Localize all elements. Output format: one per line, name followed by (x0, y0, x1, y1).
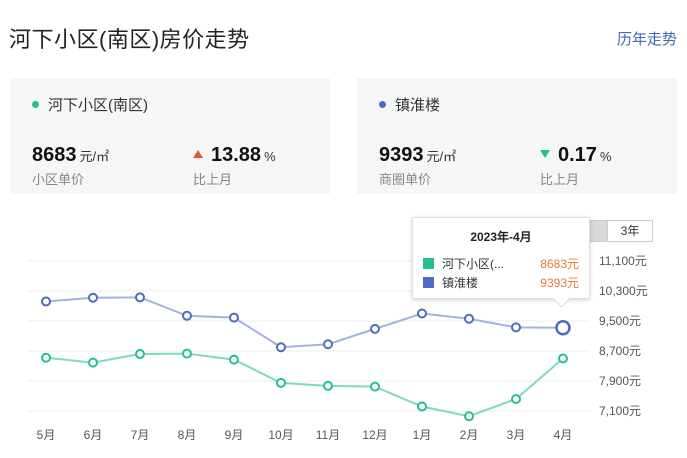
y-tick-label: 10,300元 (599, 284, 648, 298)
data-point (511, 394, 521, 404)
data-point (464, 411, 474, 422)
x-tick-label: 5月 (37, 428, 56, 442)
community-card: 河下小区(南区) 8683 元/㎡ 小区单价 13.88% 比上月 (10, 78, 330, 194)
x-tick-label: 12月 (362, 428, 387, 442)
community-price-stat: 8683 元/㎡ 小区单价 (32, 144, 109, 188)
community-change-stat: 13.88% 比上月 (193, 144, 276, 188)
data-point (323, 380, 333, 391)
x-tick-label: 8月 (178, 428, 197, 442)
data-point (88, 357, 98, 368)
x-tick-label: 6月 (84, 428, 103, 442)
series-line-0 (45, 352, 564, 418)
community-price-unit: 元/㎡ (79, 149, 110, 164)
tooltip-label-community: 河下小区(... (442, 257, 504, 271)
district-card: 镇淮楼 9393 元/㎡ 商圈单价 0.17% 比上月 (357, 78, 677, 194)
community-change-label: 比上月 (193, 172, 233, 187)
chart-tooltip: 2023年-4月 河下小区(... 8683元 镇淮楼 9393元 (412, 217, 590, 299)
y-tick-label: 8,700元 (599, 344, 641, 358)
series-line-1 (45, 296, 564, 349)
district-change: 0.17 (558, 144, 597, 166)
x-tick-label: 1月 (413, 428, 432, 442)
y-tick-label: 9,500元 (599, 314, 641, 328)
data-point (182, 348, 192, 359)
community-dot-icon (32, 101, 39, 108)
community-change-unit: % (264, 149, 276, 164)
tooltip-title: 2023年-4月 (470, 230, 532, 244)
data-point (370, 323, 380, 334)
x-tick-label: 9月 (225, 428, 244, 442)
tooltip-value-district: 9393元 (540, 276, 579, 290)
tooltip-value-community: 8683元 (540, 257, 579, 271)
tooltip-row-community: 河下小区(... 8683元 (423, 255, 579, 272)
up-arrow-icon (193, 150, 203, 158)
tooltip-row-district: 镇淮楼 9393元 (423, 274, 579, 291)
data-point (135, 292, 145, 303)
community-price: 8683 (32, 144, 77, 166)
y-tick-label: 7,900元 (599, 374, 641, 388)
data-point (229, 312, 239, 323)
data-point (555, 320, 571, 336)
y-tick-label: 11,100元 (599, 254, 647, 268)
data-point (276, 377, 286, 388)
x-tick-label: 7月 (131, 428, 150, 442)
x-tick-label: 4月 (554, 428, 573, 442)
district-change-unit: % (599, 149, 612, 164)
data-point (41, 296, 51, 307)
x-tick-label: 10月 (268, 428, 293, 442)
district-dot-icon (379, 101, 386, 108)
district-price-stat: 9393 元/㎡ 商圈单价 (379, 144, 456, 188)
x-tick-label: 2月 (460, 428, 479, 442)
district-card-header: 镇淮楼 (379, 94, 440, 115)
y-tick-label: 7,100元 (599, 404, 641, 418)
district-price-unit: 元/㎡ (426, 149, 457, 164)
community-name: 河下小区(南区) (48, 97, 148, 114)
tooltip-swatch-district (423, 277, 434, 288)
data-point (323, 339, 333, 350)
data-point (276, 342, 286, 353)
down-arrow-icon (540, 150, 550, 158)
tooltip-swatch-community (423, 258, 434, 269)
data-point (464, 313, 474, 324)
x-tick-label: 3月 (507, 428, 526, 442)
community-change: 13.88 (211, 144, 262, 166)
data-point (135, 349, 145, 359)
district-change-label: 比上月 (540, 172, 580, 187)
district-price-label: 商圈单价 (379, 172, 432, 187)
page-title: 河下小区(南区)房价走势 (9, 27, 250, 52)
district-name: 镇淮楼 (395, 97, 441, 114)
data-point (88, 292, 98, 303)
data-point (511, 322, 521, 333)
district-price: 9393 (379, 144, 424, 166)
data-point (370, 381, 380, 392)
data-point (417, 308, 427, 319)
data-point (417, 401, 427, 412)
history-trend-link[interactable]: 历年走势 (616, 31, 677, 48)
range-tab-3-years[interactable]: 3年 (608, 220, 653, 242)
data-point (558, 353, 568, 364)
community-price-label: 小区单价 (32, 172, 85, 187)
x-tick-label: 11月 (316, 428, 340, 442)
district-change-stat: 0.17% 比上月 (540, 144, 612, 188)
data-point (229, 354, 239, 365)
tooltip-label-district: 镇淮楼 (442, 276, 479, 290)
data-point (41, 352, 51, 363)
data-point (182, 310, 192, 321)
community-card-header: 河下小区(南区) (32, 94, 148, 115)
